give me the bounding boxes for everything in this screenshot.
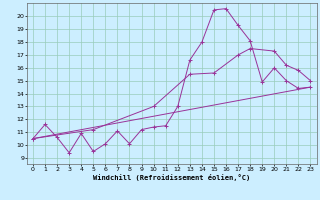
X-axis label: Windchill (Refroidissement éolien,°C): Windchill (Refroidissement éolien,°C) xyxy=(93,174,250,181)
